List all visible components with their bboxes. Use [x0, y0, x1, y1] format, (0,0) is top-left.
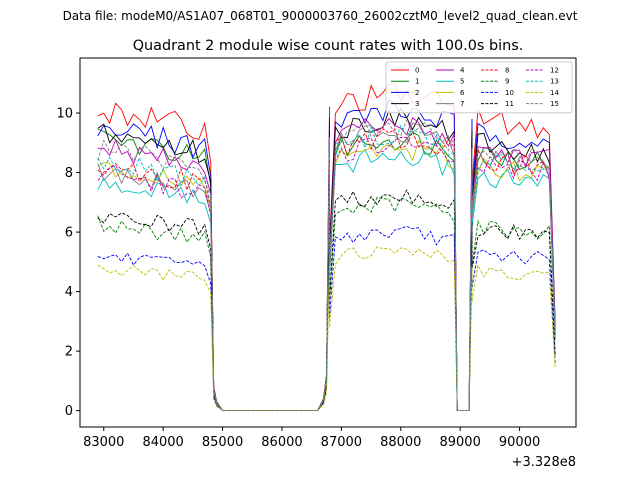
legend-label-6: 6 [460, 89, 465, 97]
x-tick-label: 84000 [142, 435, 183, 450]
series-line-2 [97, 98, 556, 412]
series-line-13 [97, 124, 556, 412]
x-tick-label: 87000 [321, 435, 362, 450]
legend-label-0: 0 [415, 67, 419, 75]
legend-label-13: 13 [550, 78, 559, 86]
chart-title: Quadrant 2 module wise count rates with … [133, 38, 524, 54]
legend-label-15: 15 [550, 100, 559, 108]
legend-label-3: 3 [415, 100, 419, 108]
y-tick-label: 2 [65, 345, 73, 360]
x-tick-label: 88000 [380, 435, 421, 450]
legend-label-12: 12 [550, 67, 559, 75]
y-tick-label: 8 [65, 166, 73, 181]
legend-label-11: 11 [505, 100, 514, 108]
series-line-10 [97, 225, 556, 412]
y-tick-label: 0 [65, 404, 73, 419]
legend-label-2: 2 [415, 89, 419, 97]
x-tick-label: 89000 [439, 435, 480, 450]
series-line-15 [97, 119, 556, 412]
legend-label-8: 8 [505, 67, 509, 75]
x-tick-label: 85000 [202, 435, 243, 450]
legend-label-1: 1 [415, 78, 419, 86]
legend-label-10: 10 [505, 89, 514, 97]
legend-label-9: 9 [505, 78, 509, 86]
plot-frame [79, 57, 577, 428]
x-tick-label: 86000 [261, 435, 302, 450]
y-tick-label: 6 [65, 226, 73, 241]
chart-suptitle: Data file: modeM0/AS1A07_068T01_90000037… [63, 9, 578, 23]
series-line-0 [97, 83, 556, 412]
x-tick-label: 90000 [499, 435, 540, 450]
legend-label-4: 4 [460, 67, 465, 75]
legend-label-5: 5 [460, 78, 464, 86]
legend-label-14: 14 [550, 89, 559, 97]
series-line-14 [97, 246, 556, 412]
legend-label-7: 7 [460, 100, 464, 108]
y-tick-label: 10 [56, 107, 73, 122]
x-tick-label: 83000 [83, 435, 124, 450]
legend-box [385, 61, 573, 114]
x-offset-label: +3.328e8 [512, 455, 576, 470]
y-tick-label: 4 [65, 285, 73, 300]
